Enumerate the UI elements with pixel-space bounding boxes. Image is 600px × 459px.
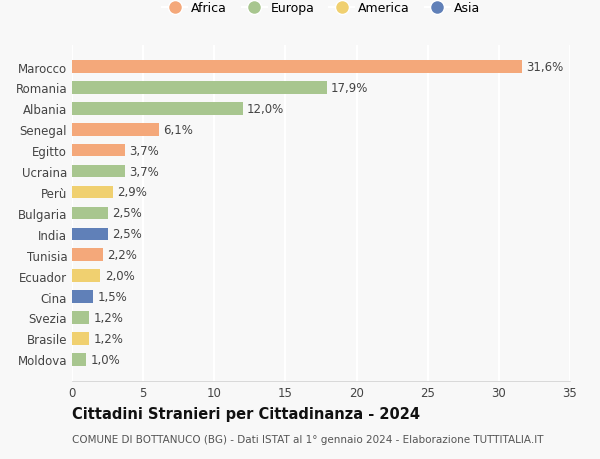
Text: 12,0%: 12,0% (247, 103, 284, 116)
Text: 1,5%: 1,5% (98, 291, 127, 303)
Bar (72, 145, 125, 157)
Bar (72, 124, 159, 136)
Bar (72, 332, 89, 345)
Text: Cittadini Stranieri per Cittadinanza - 2024: Cittadini Stranieri per Cittadinanza - 2… (72, 406, 420, 421)
Text: 1,2%: 1,2% (94, 311, 123, 324)
Text: 2,9%: 2,9% (118, 186, 148, 199)
Bar (72, 165, 125, 178)
Text: 2,5%: 2,5% (112, 207, 142, 220)
Text: 2,2%: 2,2% (107, 249, 137, 262)
Bar (72, 103, 243, 115)
Bar (72, 82, 326, 95)
Text: 2,5%: 2,5% (112, 228, 142, 241)
Bar (72, 228, 107, 241)
Bar (72, 353, 86, 366)
Text: 2,0%: 2,0% (105, 269, 134, 282)
Text: 1,0%: 1,0% (91, 353, 120, 366)
Bar (72, 249, 103, 262)
Text: 1,2%: 1,2% (94, 332, 123, 345)
Text: 17,9%: 17,9% (331, 82, 368, 95)
Text: 3,7%: 3,7% (129, 145, 158, 157)
Bar (72, 186, 113, 199)
Bar (72, 207, 107, 220)
Text: COMUNE DI BOTTANUCO (BG) - Dati ISTAT al 1° gennaio 2024 - Elaborazione TUTTITAL: COMUNE DI BOTTANUCO (BG) - Dati ISTAT al… (72, 434, 544, 444)
Bar (72, 270, 100, 282)
Bar (72, 312, 89, 324)
Legend: Africa, Europa, America, Asia: Africa, Europa, America, Asia (162, 2, 480, 15)
Bar (72, 61, 521, 73)
Text: 3,7%: 3,7% (129, 165, 158, 178)
Text: 6,1%: 6,1% (163, 123, 193, 136)
Text: 31,6%: 31,6% (526, 61, 563, 74)
Bar (72, 291, 94, 303)
